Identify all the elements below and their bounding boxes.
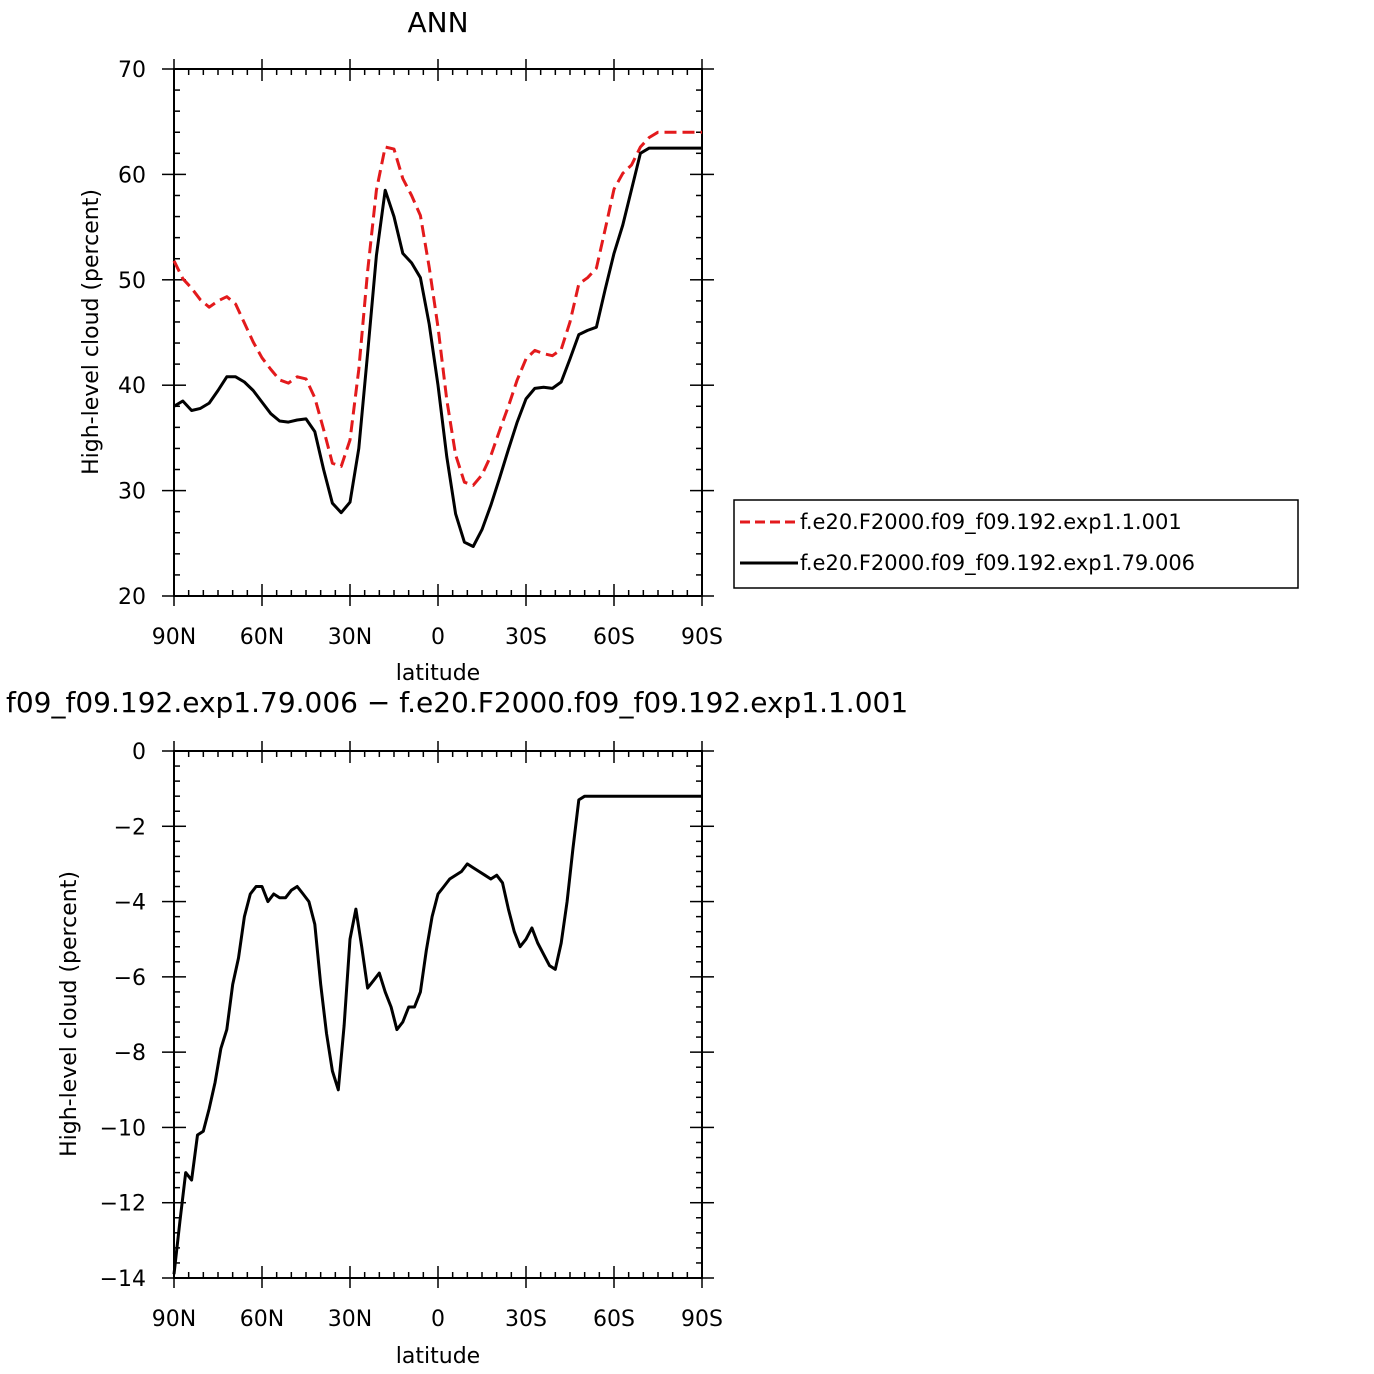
top-chart-xtick-label: 90N [152,625,196,650]
top-chart-title: ANN [407,6,468,39]
top-chart-ytick-label: 40 [118,374,146,399]
top-plot-area: 90N 60N 30N 0 30S 60S 90S 20 30 40 50 60 70 [118,58,723,650]
top-chart-xtick-label: 30S [505,625,547,650]
bottom-chart-title: f09_f09.192.exp1.79.006 − f.e20.F2000.f0… [6,686,908,719]
top-chart-xtick-label: 0 [431,625,445,650]
top-chart-series-line-1 [172,130,702,487]
bottom-chart-ytick-label: 0 [132,740,146,765]
bottom-chart-ytick-label: −6 [114,966,146,991]
top-chart-xtick-label: 90S [681,625,723,650]
top-chart-ytick-label: 30 [118,480,146,505]
legend: f.e20.F2000.f09_f09.192.exp1.1.001 f.e20… [733,499,1299,589]
bottom-chart-xtick-label: 90N [152,1307,196,1332]
legend-label-series-1: f.e20.F2000.f09_f09.192.exp1.1.001 [800,510,1182,535]
legend-box [733,499,1299,589]
top-chart-xtick-label: 60S [593,625,635,650]
bottom-chart-ytick-label: −14 [100,1267,146,1292]
top-chart-xtick-label: 60N [240,625,284,650]
top-chart-xtick-label: 30N [328,625,372,650]
bottom-chart-ytick-label: −8 [114,1041,146,1066]
legend-label-series-2: f.e20.F2000.f09_f09.192.exp1.79.006 [800,551,1195,576]
top-chart-panel: ANN 90N 60N 30N 0 30S 60S 90S 20 30 40 50 60 70 lati… [79,6,1299,686]
top-chart-ytick-label: 50 [118,269,146,294]
top-chart-ylabel: High-level cloud (percent) [79,189,104,475]
top-chart-series-line-2 [173,146,702,548]
bottom-chart-xtick-label: 30S [505,1307,547,1332]
bottom-chart-xlabel: latitude [396,1344,480,1369]
bottom-chart-frame [173,750,703,1279]
bottom-chart-panel: f09_f09.192.exp1.79.006 − f.e20.F2000.f0… [6,686,908,1369]
bottom-plot-area: 90N 60N 30N 0 30S 60S 90S −14 −12 −10 −8 −6 −4 −2 0 [100,740,723,1332]
bottom-chart-ylabel: High-level cloud (percent) [57,871,82,1157]
bottom-chart-xtick-label: 30N [328,1307,372,1332]
bottom-chart-series-line-1 [172,794,702,1275]
bottom-chart-ytick-label: −2 [114,815,146,840]
bottom-chart-xtick-label: 90S [681,1307,723,1332]
bottom-chart-ytick-label: −12 [100,1192,146,1217]
top-chart-ytick-label: 60 [118,163,146,188]
bottom-chart-xtick-label: 60N [240,1307,284,1332]
top-chart-ytick-label: 20 [118,585,146,610]
bottom-chart-ytick-label: −4 [114,891,146,916]
bottom-chart-xtick-label: 0 [431,1307,445,1332]
top-chart-xlabel: latitude [396,661,480,686]
bottom-chart-xtick-label: 60S [593,1307,635,1332]
bottom-chart-ytick-label: −10 [100,1116,146,1141]
top-chart-ytick-label: 70 [118,58,146,83]
